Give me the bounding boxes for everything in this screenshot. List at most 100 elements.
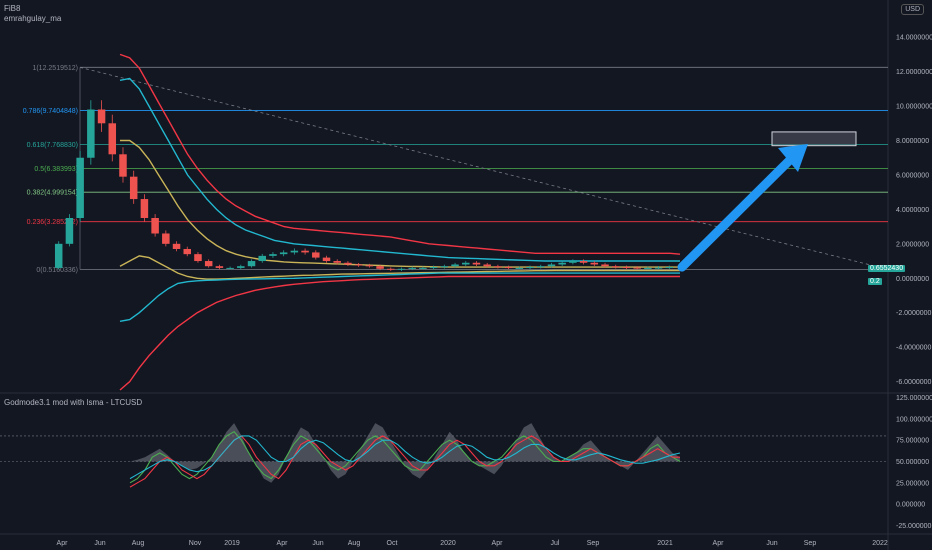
oscillator-title: Godmode3.1 mod with lsma - LTCUSD	[4, 398, 143, 407]
y-tick-label: 0.0000000	[896, 276, 929, 283]
x-tick-label: Sep	[804, 540, 817, 547]
x-tick-label: Apr	[713, 540, 725, 547]
x-tick-label: Apr	[277, 540, 289, 547]
candle-body	[129, 176, 138, 200]
candle-body	[547, 264, 556, 267]
candle-body	[226, 267, 234, 269]
x-tick-label: Jun	[94, 540, 105, 547]
osc-line	[129, 431, 681, 484]
y-tick-label: -2.0000000	[896, 310, 932, 317]
last-price-tag: 0.6552430	[868, 265, 906, 272]
envelope-band-line	[119, 275, 680, 391]
x-tick-label: Nov	[189, 540, 202, 547]
osc-y-tick-label: 25.000000	[896, 480, 929, 487]
candle-body	[633, 267, 641, 269]
trend-line	[79, 66, 889, 270]
candle-body	[429, 267, 438, 269]
candle-body	[76, 157, 84, 218]
x-tick-label: Aug	[348, 540, 361, 547]
candle-body	[365, 265, 374, 267]
candle-body	[237, 266, 245, 268]
candle-body	[312, 252, 320, 258]
y-tick-label: 2.0000000	[896, 241, 929, 248]
symbol-label: FiB8	[4, 4, 21, 13]
osc-y-tick-label: 75.000000	[896, 438, 929, 445]
candle-body	[108, 123, 117, 155]
candle-body	[215, 266, 224, 268]
candle-body	[408, 267, 416, 269]
fib-level-label: 0.786(9.7404848)	[23, 108, 78, 115]
candle-body	[419, 267, 427, 269]
candle-body	[258, 255, 266, 262]
candle-body	[440, 266, 449, 268]
x-tick-label: Sep	[587, 540, 600, 547]
candle-body	[622, 267, 631, 269]
candle-body	[162, 233, 170, 244]
y-tick-label: 14.0000000	[896, 35, 932, 42]
candle-body	[87, 109, 95, 158]
candle-body	[526, 267, 534, 269]
candle-body	[665, 267, 674, 269]
candle-body	[172, 243, 181, 249]
x-tick-label: 2019	[224, 540, 240, 547]
candle-body	[140, 199, 149, 218]
indicator-label: emrahgulay_ma	[4, 14, 62, 23]
y-tick-label: 4.0000000	[896, 207, 929, 214]
candle-body	[483, 264, 491, 267]
currency-badge[interactable]: USD	[901, 4, 924, 15]
time-axis: Apr Jun Aug Nov 2019 Apr Jun Aug Oct 2020 Apr Jul Se…	[57, 540, 888, 547]
candle-body	[451, 264, 459, 267]
fibonacci-retracement: 1(12.2519512) 0.786(9.7404848) 0.618(7.768…	[23, 65, 888, 274]
candle-body	[151, 217, 159, 234]
y-tick-label: 6.0000000	[896, 172, 929, 179]
candle-body	[558, 262, 566, 265]
fib-level-label: 0.5(6.383993)	[34, 166, 78, 173]
y-tick-label: 8.0000000	[896, 138, 929, 145]
candle-body	[344, 262, 352, 265]
candle-body	[333, 261, 341, 263]
candle-body	[644, 267, 652, 269]
candle-body	[301, 250, 309, 253]
candle-body	[472, 262, 481, 265]
candle-body	[376, 266, 384, 269]
arrow-head	[778, 143, 808, 172]
candle-body	[204, 261, 213, 267]
candlesticks	[54, 100, 674, 271]
price-axis: 14.0000000 12.0000000 10.0000000 8.0000000 6…	[896, 35, 932, 386]
candle-body	[194, 254, 202, 262]
x-tick-label: Oct	[387, 540, 398, 547]
y-tick-label: -4.0000000	[896, 345, 932, 352]
y-tick-label: -6.0000000	[896, 379, 932, 386]
candle-body	[397, 268, 406, 270]
candle-body	[536, 266, 545, 268]
x-tick-label: Jul	[551, 540, 560, 547]
countdown-tag: 0.2	[868, 278, 882, 285]
candle-body	[322, 257, 331, 262]
candle-body	[504, 267, 513, 269]
y-tick-label: 12.0000000	[896, 69, 932, 76]
fib-level-label: 1(12.2519512)	[32, 65, 78, 72]
candle-body	[387, 268, 395, 270]
candle-body	[65, 217, 74, 244]
envelope-band-line	[119, 255, 680, 280]
osc-y-tick-label: 50.000000	[896, 459, 929, 466]
candle-body	[579, 261, 588, 263]
osc-y-tick-label: 125.000000	[896, 395, 932, 402]
envelope-band-line	[120, 139, 680, 268]
envelope-bands	[119, 53, 681, 391]
x-tick-label: Jun	[312, 540, 323, 547]
candle-body	[290, 250, 299, 253]
candle-body	[462, 262, 470, 265]
candle-body	[247, 261, 256, 267]
x-tick-label: Apr	[57, 540, 69, 547]
osc-y-tick-label: -25.000000	[896, 523, 932, 530]
osc-y-tick-label: 0.000000	[896, 502, 925, 509]
envelope-band-line	[119, 77, 680, 262]
arrow-shaft	[677, 149, 801, 272]
candle-body	[515, 267, 524, 269]
fib-level-label: 0.236(3.285202)	[27, 219, 78, 226]
target-rectangle	[771, 131, 857, 147]
candle-body	[269, 254, 277, 256]
candle-body	[569, 261, 577, 263]
